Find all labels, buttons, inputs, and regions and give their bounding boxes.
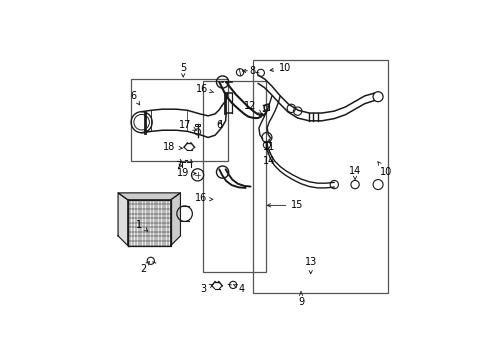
Text: 9: 9 (298, 292, 304, 307)
Text: 19: 19 (176, 168, 196, 179)
Bar (196, 123, 200, 126)
Text: 17: 17 (179, 120, 197, 130)
Polygon shape (171, 193, 180, 246)
Text: 6: 6 (130, 91, 140, 105)
Text: 2: 2 (140, 261, 149, 274)
Text: 10: 10 (270, 63, 291, 73)
Text: 13: 13 (305, 257, 317, 274)
Text: 5: 5 (180, 63, 186, 77)
Bar (130, 79, 227, 161)
Text: 15: 15 (268, 201, 304, 210)
Text: 7: 7 (175, 161, 182, 171)
Text: 8: 8 (243, 66, 256, 76)
Text: 16: 16 (196, 84, 214, 94)
Text: 6: 6 (217, 120, 222, 130)
Bar (203, 81, 267, 272)
Bar (252, 60, 389, 293)
Text: 11: 11 (263, 139, 275, 152)
Text: 3: 3 (200, 284, 213, 293)
Polygon shape (118, 193, 128, 246)
Text: 14: 14 (263, 150, 275, 166)
Polygon shape (118, 193, 180, 200)
Text: 12: 12 (244, 100, 262, 113)
Text: 4: 4 (233, 284, 245, 293)
Text: 10: 10 (378, 162, 392, 177)
Text: 1: 1 (136, 220, 148, 231)
Polygon shape (128, 200, 171, 246)
Text: 16: 16 (195, 193, 213, 203)
Text: 14: 14 (349, 166, 361, 180)
Text: 18: 18 (163, 142, 182, 152)
